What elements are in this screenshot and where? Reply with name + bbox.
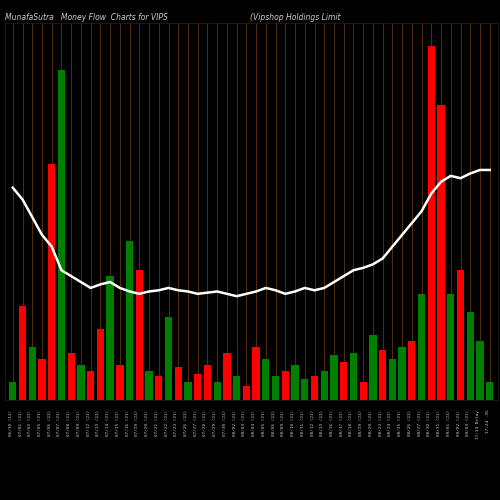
Bar [106, 276, 114, 400]
Text: MunafaSutra   Money Flow  Charts for VIPS: MunafaSutra Money Flow Charts for VIPS [5, 12, 168, 22]
Bar [428, 46, 435, 400]
Bar [272, 376, 279, 400]
Bar [165, 318, 172, 400]
Bar [282, 370, 289, 400]
Bar [38, 358, 46, 400]
Bar [96, 329, 104, 400]
Bar [350, 353, 357, 400]
Bar [301, 379, 308, 400]
Bar [262, 358, 270, 400]
Bar [136, 270, 143, 400]
Bar [155, 376, 162, 400]
Bar [379, 350, 386, 400]
Bar [146, 370, 152, 400]
Bar [360, 382, 367, 400]
Bar [370, 335, 376, 400]
Bar [292, 364, 298, 400]
Bar [204, 364, 211, 400]
Bar [242, 386, 250, 400]
Bar [224, 353, 230, 400]
Bar [320, 370, 328, 400]
Bar [214, 382, 221, 400]
Bar [9, 382, 16, 400]
Bar [174, 367, 182, 400]
Bar [398, 347, 406, 400]
Bar [466, 312, 474, 400]
Bar [78, 364, 84, 400]
Bar [340, 362, 347, 400]
Bar [330, 355, 338, 400]
Bar [87, 370, 94, 400]
Bar [48, 164, 56, 400]
Bar [184, 382, 192, 400]
Bar [194, 374, 202, 400]
Bar [252, 347, 260, 400]
Bar [486, 382, 494, 400]
Bar [126, 240, 133, 400]
Text: (Vipshop Holdings Limit: (Vipshop Holdings Limit [250, 12, 340, 22]
Bar [28, 347, 36, 400]
Bar [438, 105, 444, 400]
Bar [19, 306, 26, 400]
Bar [311, 376, 318, 400]
Bar [447, 294, 454, 400]
Bar [408, 341, 416, 400]
Bar [476, 341, 484, 400]
Bar [388, 358, 396, 400]
Bar [233, 376, 240, 400]
Bar [457, 270, 464, 400]
Bar [418, 294, 425, 400]
Bar [58, 70, 65, 400]
Bar [68, 353, 75, 400]
Bar [116, 364, 124, 400]
